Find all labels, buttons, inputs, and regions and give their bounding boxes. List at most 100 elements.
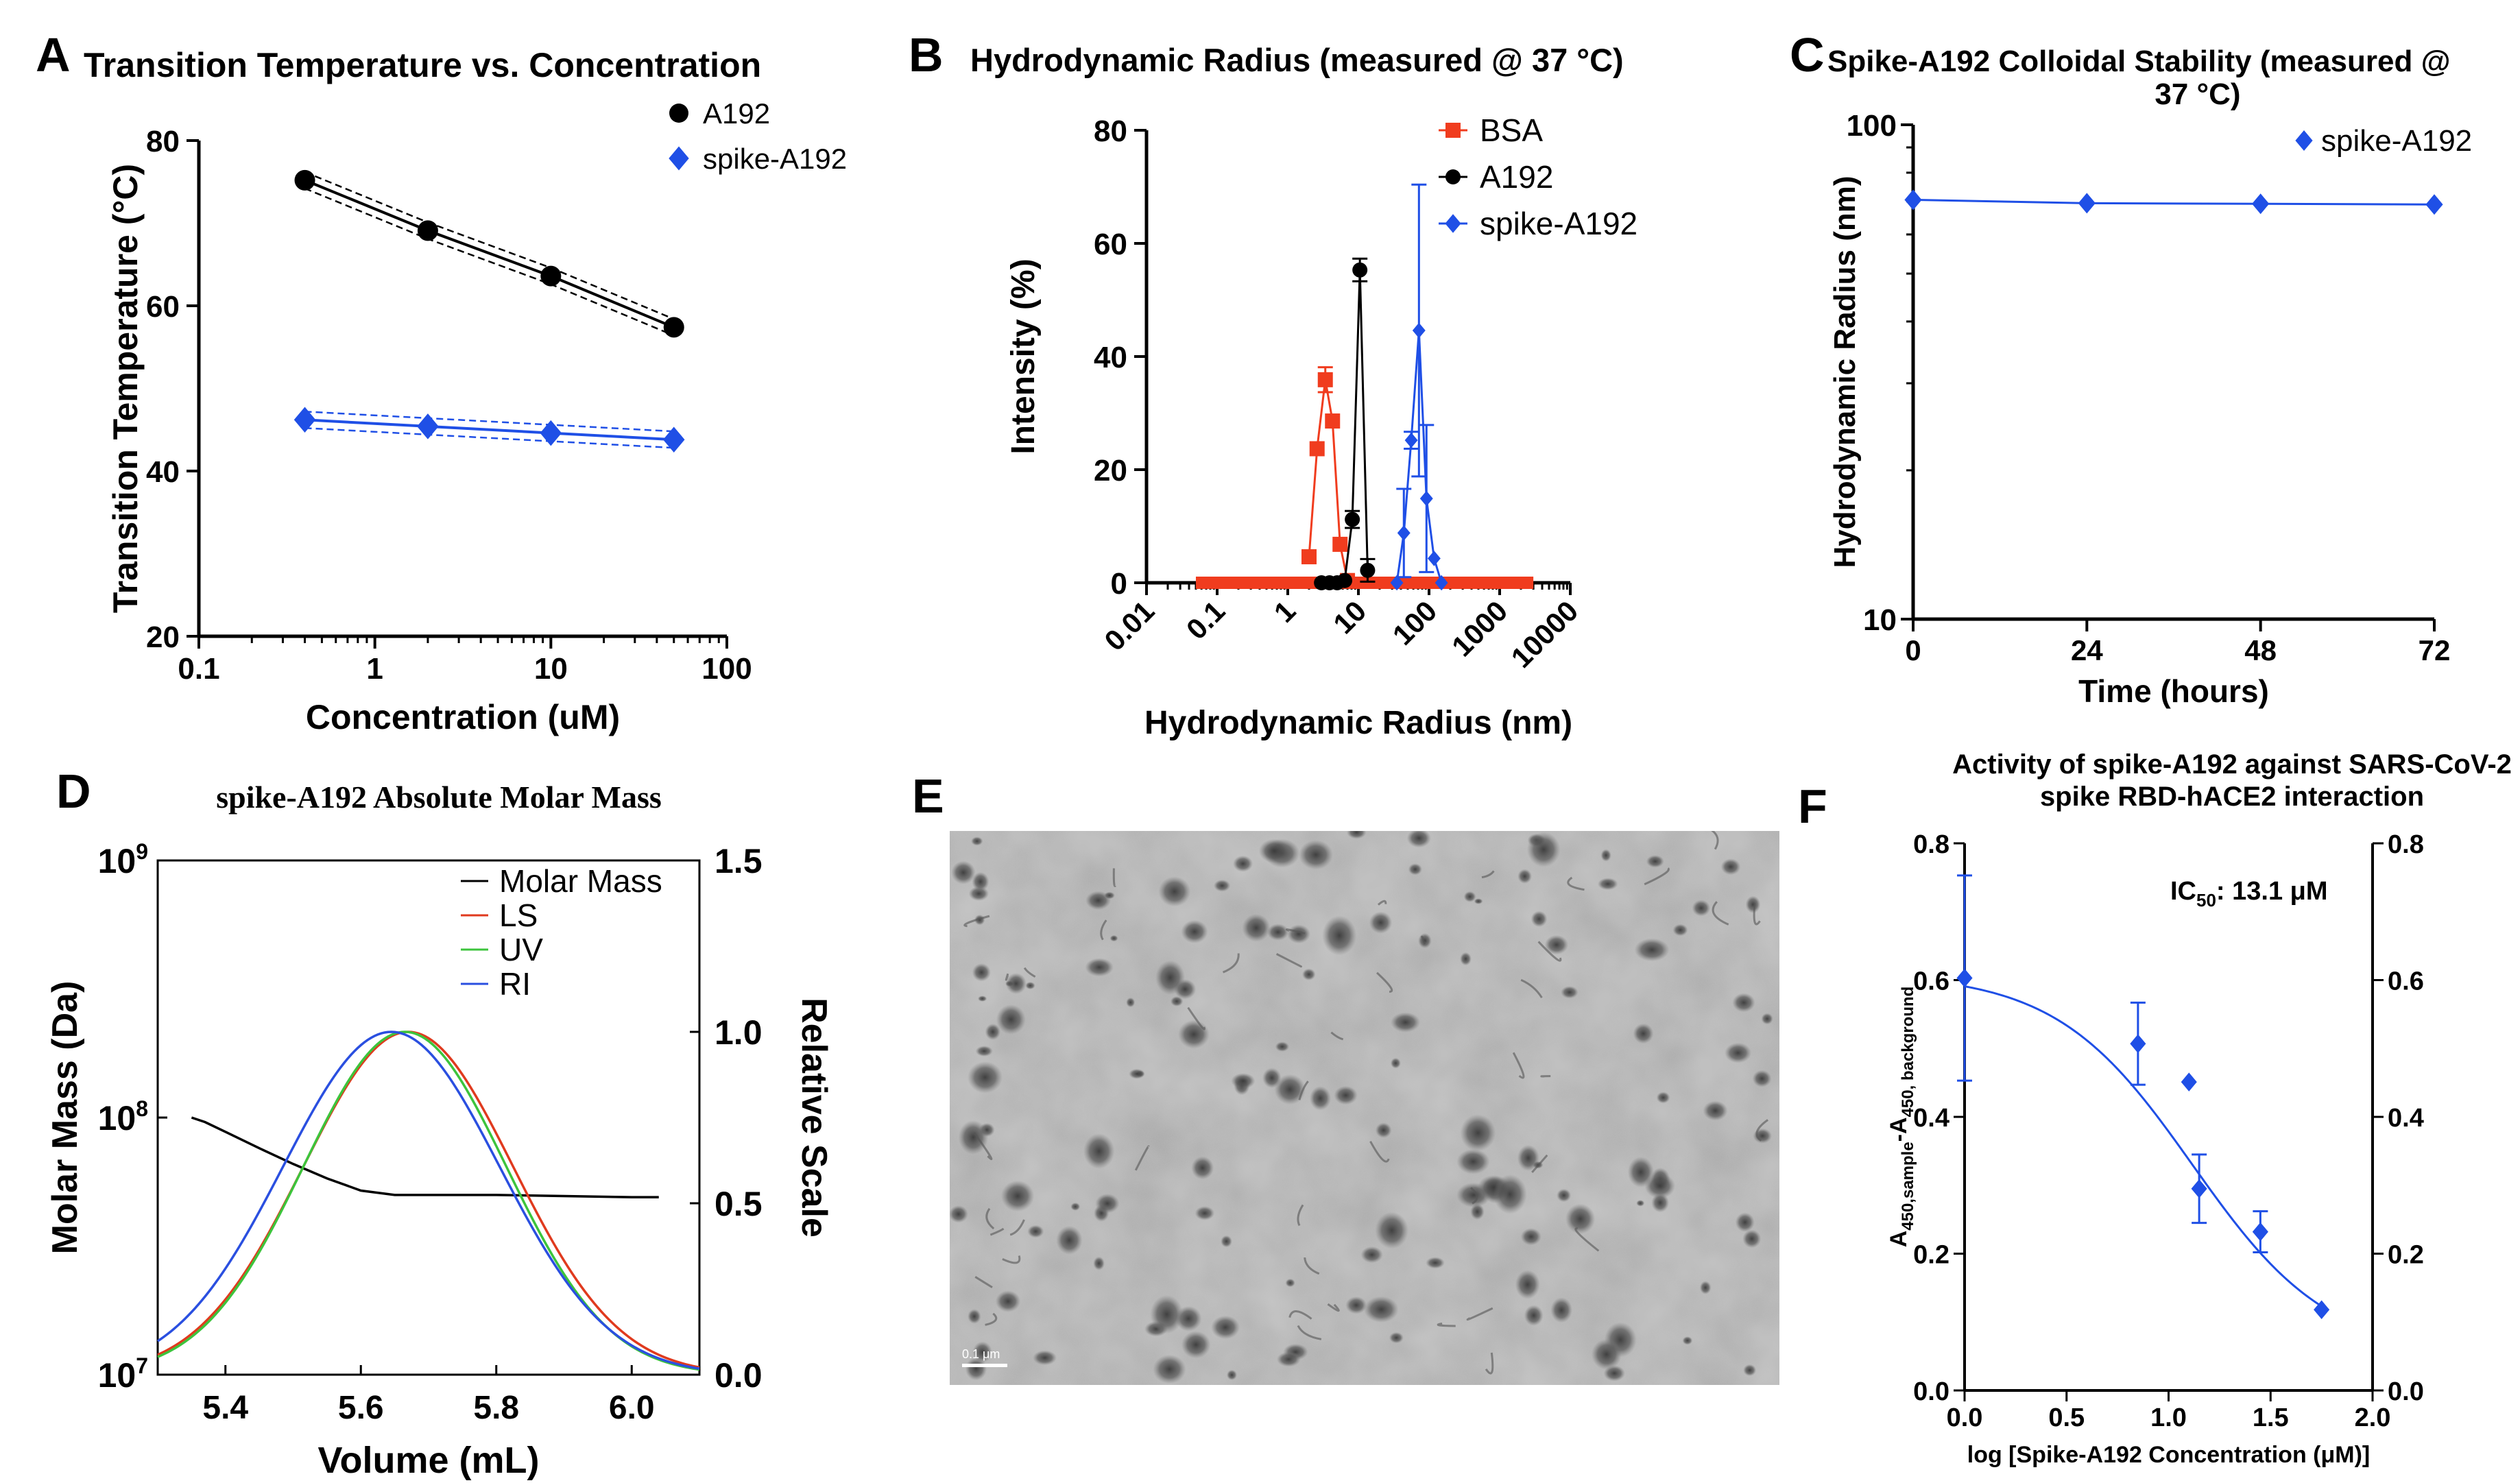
filament (1330, 1031, 1344, 1041)
panel-f: F Activity of spike-A192 against SARS-Co… (1798, 749, 2512, 1468)
filament (1437, 1322, 1456, 1327)
particle (1720, 858, 1741, 876)
filament (1420, 935, 1426, 945)
panel-f-title-line1: Activity of spike-A192 against SARS-CoV-… (1952, 749, 2512, 780)
particle (1025, 981, 1035, 990)
panel-a-plot: 0.1 1 10 100 20 40 60 80 Concentration (uM) Trans… (106, 97, 847, 736)
x-tick-label: 1.0 (2150, 1403, 2187, 1432)
x-tick-label: 100 (1387, 594, 1443, 651)
particle (1195, 1206, 1215, 1220)
particle (1408, 863, 1422, 876)
particle (1526, 832, 1561, 867)
y-tick-label: 107 (98, 1353, 148, 1395)
series-line-uv (157, 1030, 700, 1371)
x-axis-label: Volume (mL) (318, 1440, 540, 1481)
y-tick-label: 109 (98, 839, 148, 880)
particle (1301, 968, 1316, 980)
filament (1531, 1154, 1548, 1173)
particle (958, 1120, 989, 1155)
particle (1725, 1042, 1752, 1063)
y-right-tick-label: 0.6 (2388, 967, 2424, 996)
particle (1460, 1114, 1496, 1152)
particle (977, 996, 987, 1002)
particle (1703, 1100, 1728, 1121)
confidence-band-spike-a192 (304, 411, 674, 433)
filament (963, 915, 990, 928)
particle (1000, 1180, 1035, 1212)
particle (1334, 1085, 1358, 1105)
x-tick-label: 0.5 (2048, 1403, 2085, 1432)
y-tick-label: 60 (146, 290, 180, 324)
particle (1474, 898, 1483, 904)
legend-label-uv: UV (499, 932, 543, 967)
particle (1591, 1338, 1622, 1370)
particle (1360, 1246, 1383, 1264)
particle (1672, 924, 1688, 937)
filament (1327, 1303, 1340, 1312)
plot-frame (156, 859, 701, 1376)
particle (1418, 932, 1432, 949)
data-point-spike-a192 (1412, 322, 1426, 339)
filament (1002, 1255, 1021, 1264)
data-point-a192 (1337, 572, 1353, 588)
particle (996, 1004, 1026, 1035)
particle (1233, 855, 1253, 872)
particle (1493, 1174, 1527, 1214)
y-tick-label: 100 (1847, 109, 1897, 143)
series-line-spike-a192 (1912, 198, 2435, 206)
particle (1095, 1194, 1120, 1214)
legend-marker-bsa (1445, 123, 1461, 138)
y-tick-label: 0.4 (1913, 1104, 1949, 1133)
particle (1524, 1305, 1544, 1326)
filament (1376, 972, 1393, 993)
particle (1126, 997, 1136, 1008)
particle (1390, 1057, 1401, 1069)
particle (1056, 1225, 1083, 1255)
particle (1735, 1212, 1755, 1232)
data-point (2191, 1179, 2207, 1198)
data-point-spike-a192 (662, 426, 685, 453)
particle (1390, 1012, 1421, 1033)
y-right-tick-label: 0.2 (2388, 1241, 2424, 1270)
data-point-bsa (1325, 413, 1341, 429)
filament (1369, 1140, 1390, 1163)
filament (1187, 1006, 1205, 1030)
x-tick-label: 0.01 (1098, 594, 1160, 657)
series-line-spike-a192 (304, 418, 674, 442)
particle (1565, 1203, 1596, 1234)
particle (1517, 869, 1532, 884)
y-right-tick-label: 1.0 (715, 1013, 763, 1052)
particle (1699, 1281, 1712, 1294)
data-point-a192 (1345, 511, 1360, 527)
particle (1242, 913, 1271, 942)
particle (1406, 831, 1431, 848)
y-tick-label: 108 (98, 1096, 148, 1137)
data-point-a192 (417, 220, 438, 241)
panel-e: E (912, 769, 944, 823)
particle (1181, 919, 1208, 943)
filament (1297, 1325, 1322, 1340)
scale-bar (962, 1364, 1007, 1367)
particle (1369, 911, 1393, 934)
particle (965, 1357, 987, 1381)
filament (1485, 1352, 1494, 1375)
particle (1153, 1354, 1186, 1384)
particle (1682, 1336, 1693, 1345)
data-point-spike-a192 (1419, 490, 1433, 507)
data-point-a192 (294, 169, 315, 191)
particle (1286, 924, 1311, 944)
particle (1742, 1229, 1762, 1249)
particle (1544, 935, 1569, 955)
data-point (2314, 1300, 2330, 1320)
particle (1363, 1296, 1399, 1323)
particle (1150, 1294, 1184, 1334)
filament (1112, 868, 1116, 887)
particle (1517, 1144, 1539, 1172)
legend-label-a192: A192 (1480, 159, 1553, 195)
y-tick-label: 60 (1094, 228, 1127, 261)
y-tick-label: 0 (1111, 567, 1127, 601)
filament (1005, 973, 1009, 981)
y-tick-label: 0.6 (1913, 967, 1949, 996)
data-point-spike-a192 (1435, 575, 1448, 591)
